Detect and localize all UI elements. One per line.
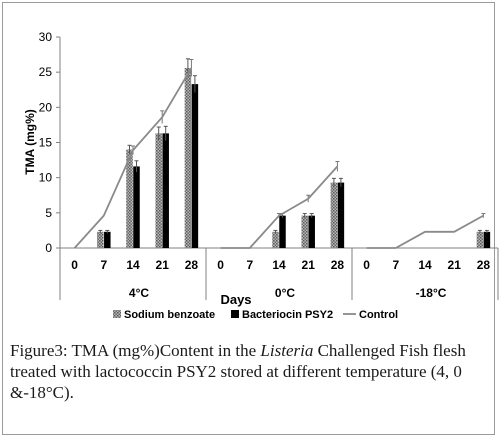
control-series-line bbox=[73, 67, 193, 249]
legend-label-bacteriocin-psy2: Bacteriocin PSY2 bbox=[242, 309, 333, 321]
x-tick-label: 28 bbox=[331, 258, 345, 272]
legend-swatch-bacteriocin-psy2 bbox=[231, 310, 239, 318]
bar-sodium-benzoate bbox=[184, 67, 192, 249]
chart-control-line bbox=[73, 59, 486, 249]
figure-frame bbox=[2, 2, 495, 435]
y-tick-label: 20 bbox=[39, 100, 53, 114]
chart-bars bbox=[97, 58, 491, 249]
bar-sodium-benzoate bbox=[97, 231, 104, 248]
caption-label: Figure3: bbox=[10, 341, 68, 360]
x-tick-label: 0 bbox=[217, 258, 224, 272]
x-axis-label: Days bbox=[220, 292, 251, 307]
control-series-line bbox=[366, 214, 484, 249]
legend-label-sodium-benzoate: Sodium benzoate bbox=[124, 309, 215, 321]
y-tick-label: 25 bbox=[39, 65, 53, 79]
y-tick-label: 0 bbox=[45, 241, 52, 255]
x-tick-label: 7 bbox=[392, 258, 399, 272]
x-tick-label: 14 bbox=[126, 258, 140, 272]
control-series-line bbox=[220, 165, 339, 249]
bar-bacteriocin-psy2 bbox=[483, 231, 491, 248]
caption-italic: Listeria bbox=[260, 341, 314, 360]
bar-bacteriocin-psy2 bbox=[191, 84, 199, 248]
y-tick-label: 5 bbox=[45, 206, 52, 220]
x-tick-label: 28 bbox=[477, 258, 491, 272]
tma-chart: TMA (mg%) Days 0 5 10 15 20 25 30 0 7 14 21 28 4°C 0 7… bbox=[23, 30, 499, 321]
figure-caption: Figure3: TMA (mg%)Content in the Listeri… bbox=[10, 340, 490, 403]
x-tick-label: 28 bbox=[185, 258, 199, 272]
x-tick-label: 7 bbox=[100, 258, 107, 272]
caption-text-1: TMA (mg%)Content in the bbox=[67, 341, 261, 360]
bar-bacteriocin-psy2 bbox=[308, 215, 315, 248]
x-tick-label: 21 bbox=[302, 258, 316, 272]
bar-sodium-benzoate bbox=[126, 149, 133, 248]
bar-sodium-benzoate bbox=[155, 133, 162, 248]
y-tick-label: 15 bbox=[39, 136, 53, 150]
bar-sodium-benzoate bbox=[301, 215, 308, 248]
caption-text-2: Challenged Fish flesh treated with lacto… bbox=[10, 341, 466, 402]
y-tick-label: 30 bbox=[39, 30, 53, 44]
bar-bacteriocin-psy2 bbox=[104, 231, 111, 248]
bar-sodium-benzoate bbox=[272, 231, 279, 248]
bar-sodium-benzoate bbox=[330, 182, 338, 248]
chart-legend: Sodium benzoate Bacteriocin PSY2 Control bbox=[113, 309, 398, 321]
x-tick-label: 21 bbox=[448, 258, 462, 272]
group-label: -18°C bbox=[416, 286, 447, 300]
x-tick-label: 14 bbox=[272, 258, 286, 272]
bar-bacteriocin-psy2 bbox=[279, 215, 286, 248]
bar-bacteriocin-psy2 bbox=[337, 182, 345, 248]
group-label: 0°C bbox=[275, 286, 295, 300]
x-tick-label: 7 bbox=[246, 258, 253, 272]
y-axis-label: TMA (mg%) bbox=[23, 109, 37, 175]
chart-labels: TMA (mg%) Days 0 5 10 15 20 25 30 0 7 14 21 28 4°C 0 7… bbox=[23, 30, 490, 307]
bar-bacteriocin-psy2 bbox=[133, 166, 140, 248]
group-label: 4°C bbox=[129, 286, 149, 300]
bar-bacteriocin-psy2 bbox=[162, 133, 169, 248]
x-tick-label: 0 bbox=[363, 258, 370, 272]
chart-axes bbox=[56, 36, 499, 300]
bar-sodium-benzoate bbox=[476, 231, 484, 248]
legend-label-control: Control bbox=[359, 309, 398, 321]
legend-swatch-sodium-benzoate bbox=[113, 310, 121, 318]
x-tick-label: 0 bbox=[71, 258, 78, 272]
y-tick-label: 10 bbox=[39, 171, 53, 185]
x-tick-label: 14 bbox=[418, 258, 432, 272]
x-tick-label: 21 bbox=[156, 258, 170, 272]
